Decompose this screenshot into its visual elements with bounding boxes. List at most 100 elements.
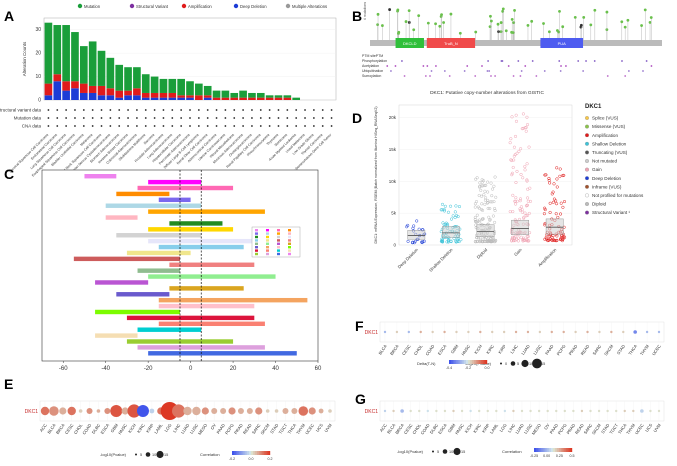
x-tick-label: SARC: [591, 344, 602, 356]
data-point: [492, 238, 496, 242]
lollipop-head: [438, 24, 442, 28]
protein-domain: [395, 38, 424, 48]
data-point: [474, 220, 478, 224]
forest-bar: [158, 321, 265, 327]
dot: [328, 409, 332, 413]
track-dot: [304, 117, 306, 119]
legend-label: Mutation: [84, 4, 101, 9]
lollipop-head: [417, 14, 421, 18]
lollipop-head: [626, 18, 630, 22]
x-tick-label: Diploid: [476, 247, 489, 260]
forest-bar: [116, 233, 202, 238]
lollipop-head: [593, 8, 597, 12]
x-tick-label: KICH: [473, 344, 483, 355]
y-axis-label: DKC1: mRNA Expression, RSEM (Batch norma…: [374, 106, 378, 243]
data-point: [486, 180, 490, 184]
bar-segment: [168, 92, 177, 98]
color-bar-segment: [570, 448, 573, 452]
bar-segment: [159, 97, 168, 100]
x-tick-label: BLCA: [386, 423, 396, 435]
color-bar-segment: [460, 360, 463, 364]
dot: [40, 406, 50, 416]
x-tick-label: BRCA: [394, 423, 405, 436]
ptm-dot: [490, 75, 492, 77]
data-point: [524, 129, 528, 133]
color-legend-title: Correlation: [502, 449, 522, 454]
bar-segment: [141, 97, 150, 100]
forest-bar: [169, 286, 244, 291]
color-bar-segment: [241, 451, 244, 455]
data-point: [488, 238, 492, 242]
color-bar-segment: [543, 448, 546, 452]
data-point: [440, 239, 444, 243]
legend-title: DKC1: [585, 104, 602, 110]
dot: [623, 409, 626, 413]
x-tick-label: UVM: [652, 422, 662, 433]
bar-segment: [133, 67, 141, 89]
bar-segment: [53, 25, 62, 75]
data-point: [473, 202, 477, 206]
x-tick-label: KIRP: [145, 423, 155, 434]
track-dot: [153, 109, 156, 111]
data-point: [555, 166, 559, 170]
color-bar-segment: [549, 448, 552, 452]
forest-bar: [148, 351, 297, 356]
x-tick-label: KIRC: [485, 344, 495, 355]
panel-letter-f: F: [355, 318, 364, 334]
bar-segment: [274, 97, 283, 100]
data-point: [516, 239, 520, 243]
bar-segment: [283, 95, 292, 98]
data-point: [492, 184, 496, 188]
dot: [649, 409, 652, 413]
legend-swatch: [266, 242, 269, 245]
track-dot: [277, 117, 280, 119]
track-dot: [153, 125, 156, 127]
dot: [452, 409, 455, 413]
data-point: [489, 200, 493, 204]
ptm-dot: [565, 65, 567, 67]
forest-bar: [105, 215, 138, 220]
track-dot: [127, 125, 129, 127]
color-bar-segment: [468, 360, 471, 364]
size-legend-marker: [532, 358, 542, 369]
track-dot: [74, 109, 76, 111]
panel-letter-a: A: [4, 8, 15, 24]
dot: [127, 404, 141, 418]
x-tick-label: BRCA: [55, 423, 66, 436]
x-tick-label: KIRC: [136, 423, 146, 434]
dot: [49, 406, 59, 416]
x-tick-label: STAD: [616, 344, 626, 356]
box: [442, 226, 460, 238]
color-bar-segment: [568, 448, 571, 452]
legend-swatch: [266, 232, 269, 235]
track-dot: [206, 125, 209, 127]
data-point: [552, 197, 556, 201]
dot: [255, 407, 263, 415]
y-tick-label: 0: [38, 98, 41, 104]
data-point: [555, 234, 559, 238]
ptm-dot: [507, 65, 510, 67]
data-point: [493, 175, 497, 179]
data-point: [523, 211, 527, 215]
data-point: [558, 167, 562, 171]
color-bar-segment: [534, 448, 537, 452]
data-point: [490, 187, 495, 191]
data-point: [492, 200, 496, 204]
x-tick-label: ESCA: [100, 423, 111, 435]
data-point: [453, 210, 457, 214]
track-dot: [321, 109, 324, 111]
lollipop-head: [442, 21, 445, 24]
track-dot: [251, 125, 253, 127]
data-point: [457, 205, 462, 209]
color-bar-tick: 0.2: [268, 457, 273, 461]
x-tick-label: COAD: [424, 344, 435, 357]
bar-segment: [203, 95, 212, 98]
x-tick-label: CESC: [64, 423, 75, 435]
legend-swatch: [255, 229, 258, 232]
x-tick-label: DLBC: [91, 423, 102, 435]
track-dot: [321, 125, 324, 127]
bar-segment: [44, 83, 53, 96]
data-point: [445, 240, 449, 244]
track-dot: [259, 117, 262, 119]
size-legend-marker: [500, 362, 502, 365]
